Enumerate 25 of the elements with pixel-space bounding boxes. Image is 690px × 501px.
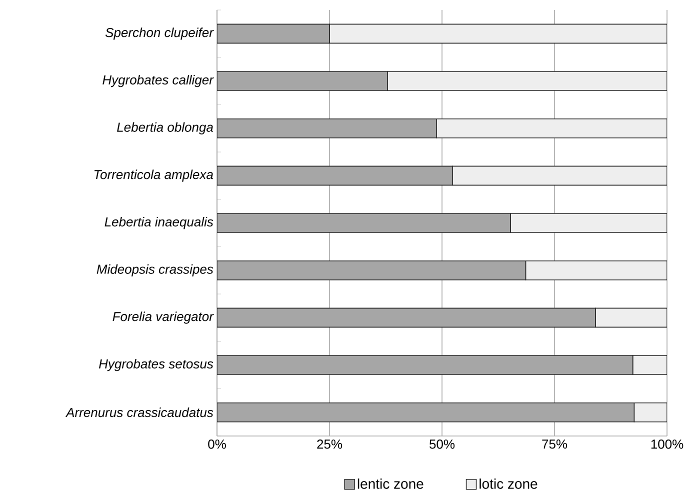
bar [634,402,668,422]
y-tick-label: Hygrobates calliger [102,74,214,88]
y-tick-label: Forelia variegator [112,312,214,324]
bar [436,118,668,138]
bar [452,166,668,186]
x-tick-label: 100% [651,440,684,449]
bar [632,355,668,375]
y-tick-label: Torrenticola amplexa [94,170,214,182]
x-tick-label: 75% [542,440,568,449]
y-tick-label: Arrenurus crassicaudatus [65,408,214,418]
x-tick-label: 0% [208,440,226,449]
bar [525,260,668,280]
y-tick-label: Lebertia inaequalis [104,216,214,230]
y-tick-label: Lebertia oblonga [117,122,213,134]
x-tick-label: 25% [317,440,342,449]
legend-label: lentic zone [358,478,424,489]
bar [595,308,668,328]
legend-label: lotic zone [480,478,538,489]
y-tick-label: Mideopsis crassipes [96,264,214,276]
bar [387,71,668,91]
bar [510,213,668,233]
y-tick-label: Sperchon clupeifer [105,28,214,40]
y-tick-label: Hygrobates setosus [98,358,214,372]
x-tick-label: 50% [430,440,455,449]
bar [329,24,668,44]
